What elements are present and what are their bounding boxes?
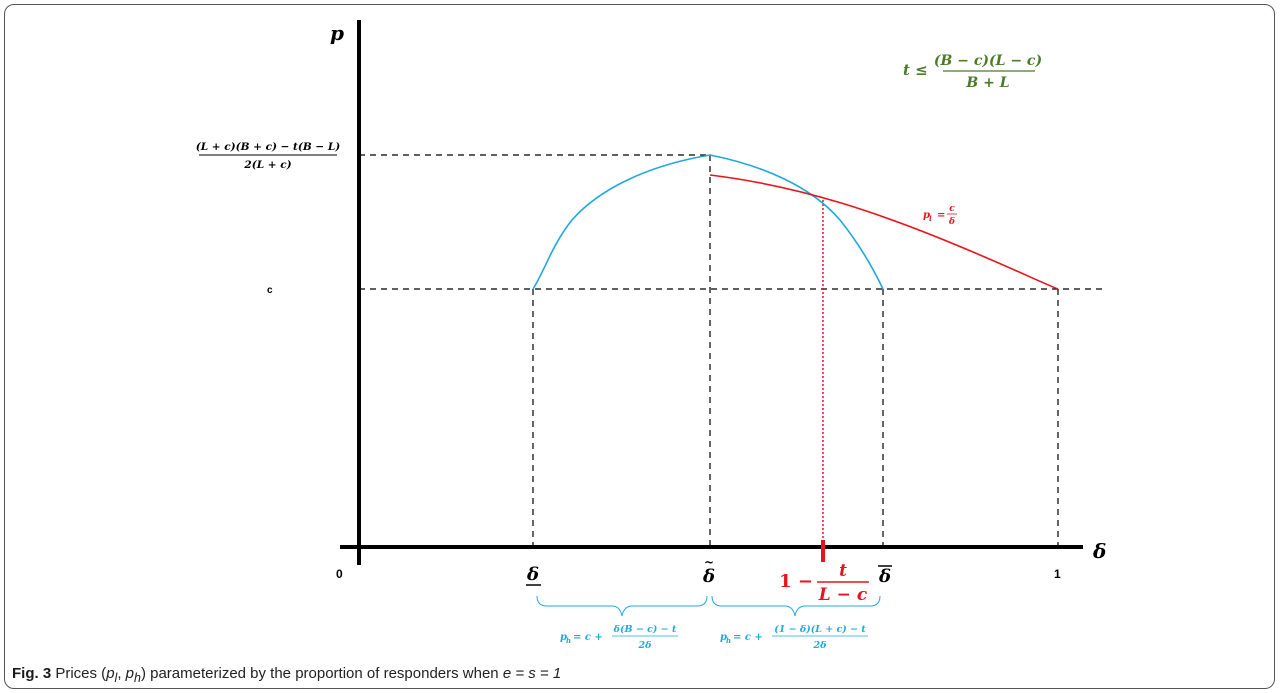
condition-formula: t ≤ (B − c)(L − c) B + L [903,53,1042,91]
figure-caption: Fig. 3 Prices (pl, ph) parameterized by … [12,665,561,685]
delta-tilde-tick: ~ δ [702,555,715,587]
delta-tilde-label: δ [702,566,715,587]
pl-denominator: δ [948,217,955,227]
ph-right-symbol: p [720,632,727,643]
peak-value-numerator: (L + c)(B + c) − t(B − L) [196,141,340,153]
delta-under-tick: δ [526,564,541,586]
caption-ph: p [125,665,134,682]
y-axis-label: p [330,21,344,45]
caption-ph-sub: h [134,671,141,685]
figure-frame [4,4,1275,689]
ph-right-formula: p h = c + (1 − δ)(L + c) − t 2δ [720,624,868,651]
caption-comma: , [117,665,126,682]
delta-bar-tick: δ [878,565,892,587]
condition-denominator: B + L [965,75,1009,91]
caption-text-2: ) parameterized by the proportion of res… [140,665,503,682]
delta-tilde-mark: ~ [704,555,714,569]
ph-curve [532,154,884,290]
ph-right-subscript: h [726,636,731,645]
left-brace [536,595,708,617]
threshold-label: 1 − t L − c [779,561,869,605]
ph-left-symbol: p [560,632,567,643]
caption-equation: e = s = 1 [502,665,562,682]
ph-right-numerator: (1 − δ)(L + c) − t [774,624,866,635]
caption-label: Fig. 3 [12,665,52,682]
threshold-one: 1 − [779,571,813,592]
delta-bar-label: δ [878,566,891,587]
threshold-denominator: L − c [818,585,868,605]
ph-left-equals: = c + [573,632,603,643]
x-end-label: 1 [1054,567,1061,581]
pl-numerator: c [949,204,955,214]
threshold-numerator: t [839,561,847,581]
c-tick-label: c [267,285,273,296]
ph-left-numerator: δ(B − c) − t [613,624,677,635]
pl-symbol: p [923,210,930,221]
ph-left-subscript: h [566,636,571,645]
caption-text-1: Prices ( [55,665,107,682]
ph-right-equals: = c + [733,632,763,643]
peak-value-denominator: 2(L + c) [243,159,291,171]
x-axis-label: δ [1092,539,1106,563]
ph-right-denominator: 2δ [813,640,827,651]
pl-equals: = [937,210,945,221]
ph-left-formula: p h = c + δ(B − c) − t 2δ [560,624,678,651]
right-brace [711,595,881,617]
condition-numerator: (B − c)(L − c) [934,53,1042,69]
ph-left-denominator: 2δ [638,640,652,651]
delta-under-label: δ [526,564,539,585]
caption-pl-sub: l [114,671,118,685]
caption-pl: p [106,665,115,682]
origin-label: 0 [336,567,343,581]
pl-subscript: l [929,214,932,223]
pl-curve [709,174,1059,290]
condition-lhs: t ≤ [903,61,928,79]
pl-formula: p l = c δ [923,204,957,227]
